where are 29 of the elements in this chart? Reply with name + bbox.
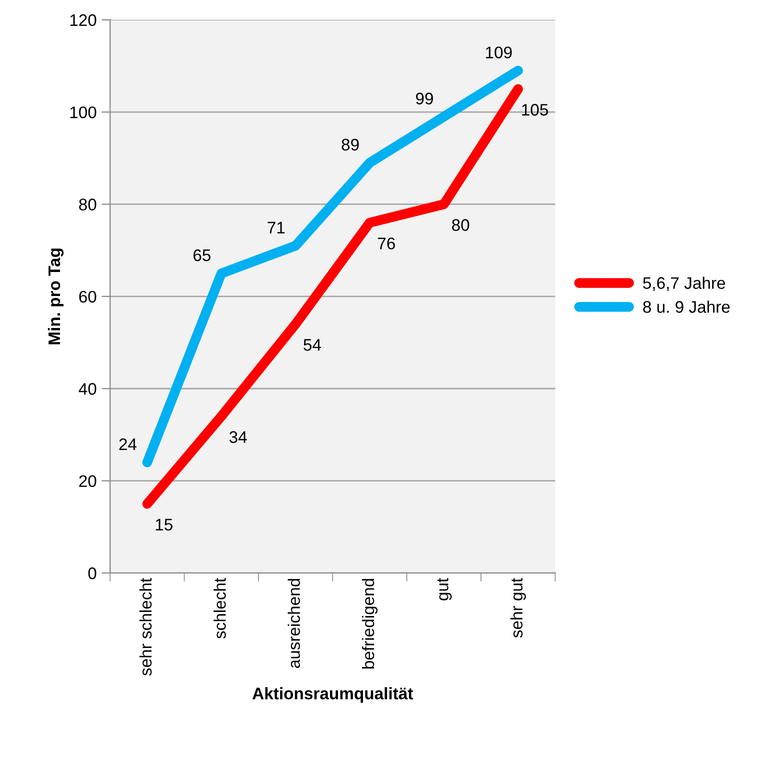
data-label: 65 — [194, 249, 210, 262]
data-label: 89 — [342, 138, 359, 151]
y-tick-label: 100 — [70, 106, 96, 118]
data-label: 80 — [452, 219, 470, 231]
data-label: 15 — [156, 518, 172, 531]
data-label: 34 — [229, 431, 247, 443]
data-label: 71 — [268, 222, 285, 234]
x-tick-label: sehr schlecht — [139, 578, 152, 676]
y-tick-label: 60 — [79, 290, 96, 303]
data-label: 109 — [486, 46, 512, 58]
data-label: 99 — [416, 92, 433, 104]
x-tick-label: schlecht — [214, 578, 226, 639]
legend-label: 8 u. 9 Jahre — [643, 300, 730, 313]
y-tick-label: 0 — [88, 567, 96, 580]
x-tick-label: ausreichend — [288, 578, 300, 668]
y-tick-label: 80 — [79, 198, 96, 210]
x-tick-label: gut — [437, 578, 452, 600]
y-axis-title: Min. pro Tag — [48, 248, 64, 344]
data-label: 54 — [304, 339, 321, 351]
x-tick-label: befriedigend — [362, 578, 378, 669]
y-tick-label: 40 — [78, 383, 96, 395]
y-tick-label: 20 — [79, 475, 96, 488]
x-axis-title: Aktionsraumqualität — [252, 687, 414, 703]
data-label: 76 — [378, 238, 395, 250]
data-label: 24 — [119, 438, 137, 450]
x-tick-label: sehr gut — [510, 578, 526, 638]
legend-label: 5,6,7 Jahre — [643, 276, 726, 291]
data-label: 105 — [522, 104, 548, 116]
y-tick-label: 120 — [70, 14, 96, 26]
